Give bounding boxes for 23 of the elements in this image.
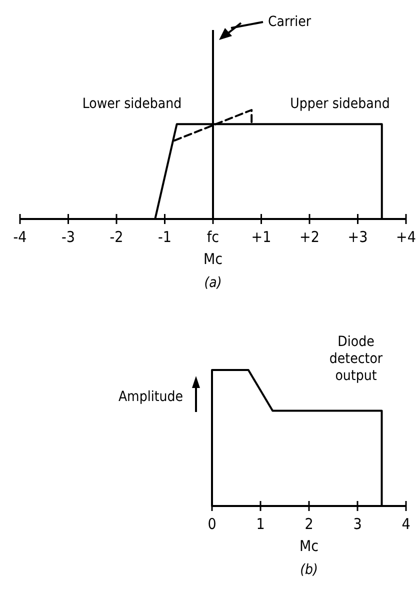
y-axis-title: Amplitude bbox=[118, 389, 184, 405]
annotation: Lower sideband bbox=[82, 96, 182, 112]
x-tick-label: -2 bbox=[110, 228, 124, 246]
x-tick-label: 1 bbox=[256, 515, 265, 533]
x-tick-label: -4 bbox=[13, 228, 27, 246]
text: (b) bbox=[300, 562, 318, 578]
x-tick-label: -1 bbox=[158, 228, 172, 246]
annotation: Diode detector output bbox=[329, 334, 384, 384]
ref-line-label: Carrier bbox=[268, 14, 312, 30]
text: (a) bbox=[204, 275, 222, 291]
x-tick-label: +4 bbox=[396, 228, 416, 246]
x-tick-label: +2 bbox=[300, 228, 320, 246]
x-axis-title: Mc bbox=[299, 537, 319, 555]
annotation: Upper sideband bbox=[290, 96, 390, 112]
x-tick-label: 3 bbox=[353, 515, 362, 533]
x-axis-title: Mc bbox=[203, 250, 223, 268]
x-tick-label: -3 bbox=[62, 228, 75, 246]
x-tick-label: +1 bbox=[251, 228, 272, 246]
x-tick-label: fc bbox=[206, 228, 220, 246]
x-tick-label: 0 bbox=[208, 515, 216, 533]
x-tick-label: +3 bbox=[348, 228, 368, 246]
x-tick-label: 4 bbox=[402, 515, 410, 533]
x-tick-label: 2 bbox=[304, 515, 314, 533]
